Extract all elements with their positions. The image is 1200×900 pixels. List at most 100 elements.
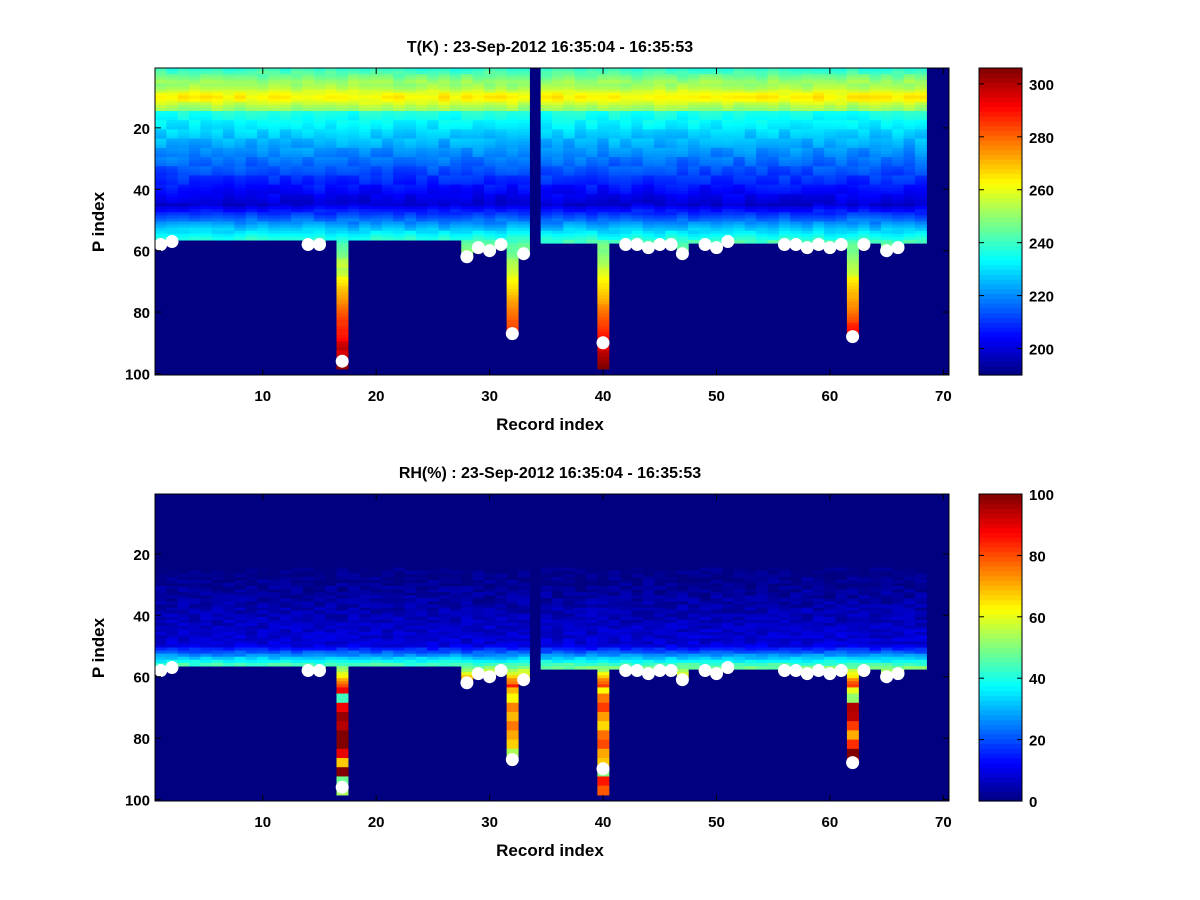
- heatmap-cell: [302, 71, 315, 75]
- heatmap-cell: [359, 132, 372, 137]
- heatmap-cell: [336, 71, 349, 75]
- heatmap-cell: [336, 147, 349, 152]
- heatmap-cell: [597, 365, 610, 370]
- heatmap-cell: [257, 129, 270, 134]
- heatmap-cell: [461, 117, 474, 121]
- heatmap-cell: [268, 206, 281, 210]
- heatmap-cell: [177, 117, 190, 121]
- heatmap-cell: [393, 187, 406, 192]
- heatmap-cell: [325, 215, 338, 220]
- heatmap-cell: [200, 218, 213, 223]
- heatmap-cell: [257, 89, 270, 94]
- heatmap-cell: [279, 233, 292, 238]
- heatmap-cell: [189, 86, 201, 91]
- heatmap-cell: [211, 138, 224, 143]
- heatmap-cell: [211, 126, 224, 130]
- heatmap-cell: [177, 77, 190, 81]
- heatmap-cell: [461, 86, 474, 91]
- heatmap-cell: [472, 230, 485, 235]
- heatmap-cell: [279, 200, 292, 204]
- heatmap-cell: [472, 132, 485, 137]
- heatmap-cell: [200, 573, 213, 578]
- heatmap-cell: [325, 190, 338, 195]
- heatmap-cell: [415, 206, 428, 210]
- heatmap-cell: [234, 178, 247, 183]
- heatmap-cell: [347, 104, 360, 109]
- colorbar-segment: [979, 331, 1022, 338]
- heatmap-cell: [336, 350, 349, 355]
- heatmap-cell: [461, 77, 474, 81]
- heatmap-cell: [336, 190, 349, 195]
- heatmap-cell: [166, 169, 179, 173]
- heatmap-cell: [257, 178, 270, 183]
- heatmap-cell: [155, 227, 167, 232]
- heatmap-cell: [336, 110, 349, 115]
- temperature-title: T(K) : 23-Sep-2012 16:35:04 - 16:35:53: [407, 39, 693, 56]
- surface-marker: [630, 238, 644, 251]
- heatmap-cell: [325, 153, 338, 158]
- heatmap-cell: [449, 579, 462, 584]
- heatmap-cell: [257, 126, 270, 130]
- heatmap-cell: [472, 98, 485, 103]
- heatmap-cell: [483, 74, 496, 78]
- heatmap-cell: [166, 221, 179, 226]
- heatmap-cell: [245, 74, 258, 78]
- heatmap-cell: [325, 132, 338, 137]
- heatmap-cell: [483, 184, 496, 189]
- heatmap-cell: [381, 166, 394, 170]
- heatmap-cell: [438, 209, 451, 213]
- heatmap-cell: [461, 89, 474, 94]
- heatmap-cell: [245, 138, 258, 143]
- heatmap-cell: [336, 242, 349, 247]
- heatmap-cell: [404, 200, 417, 204]
- heatmap-cell: [483, 209, 496, 213]
- heatmap-cell: [189, 89, 201, 94]
- heatmap-cell: [483, 101, 496, 106]
- heatmap-cell: [268, 215, 281, 220]
- heatmap-cell: [336, 114, 349, 118]
- heatmap-cell: [177, 110, 190, 115]
- heatmap-cell: [359, 71, 372, 75]
- heatmap-cell: [245, 92, 258, 97]
- heatmap-cell: [234, 104, 247, 109]
- heatmap-cell: [291, 206, 304, 210]
- heatmap-cell: [313, 209, 326, 213]
- heatmap-cell: [223, 187, 235, 192]
- heatmap-cell: [381, 184, 394, 189]
- heatmap-cell: [336, 304, 349, 309]
- heatmap-cell: [438, 215, 451, 220]
- heatmap-cell: [438, 200, 451, 204]
- heatmap-cell: [155, 110, 167, 115]
- heatmap-cell: [359, 129, 372, 134]
- heatmap-cell: [472, 178, 485, 183]
- heatmap-cell: [245, 218, 258, 223]
- heatmap-cell: [393, 567, 406, 572]
- heatmap-cell: [291, 141, 304, 146]
- heatmap-cell: [211, 583, 224, 587]
- heatmap-cell: [177, 206, 190, 210]
- heatmap-cell: [381, 662, 394, 667]
- heatmap-cell: [223, 71, 235, 75]
- heatmap-cell: [427, 236, 440, 241]
- heatmap-cell: [472, 196, 485, 201]
- heatmap-cell: [234, 209, 247, 213]
- heatmap-cell: [381, 160, 394, 164]
- heatmap-cell: [268, 71, 281, 75]
- heatmap-cell: [313, 86, 326, 91]
- heatmap-cell: [200, 110, 213, 115]
- heatmap-cell: [427, 163, 440, 167]
- heatmap-cell: [461, 150, 474, 155]
- colorbar-segment: [979, 125, 1022, 131]
- heatmap-cell: [279, 110, 292, 115]
- heatmap-cell: [461, 206, 474, 210]
- heatmap-cell: [461, 135, 474, 140]
- heatmap-cell: [336, 123, 349, 127]
- heatmap-cell: [438, 95, 451, 100]
- heatmap-cell: [166, 203, 179, 207]
- heatmap-cell: [336, 224, 349, 229]
- heatmap-cell: [393, 68, 406, 72]
- heatmap-cell: [461, 129, 474, 134]
- heatmap-cell: [177, 71, 190, 75]
- heatmap-cell: [427, 200, 440, 204]
- heatmap-cell: [336, 239, 349, 244]
